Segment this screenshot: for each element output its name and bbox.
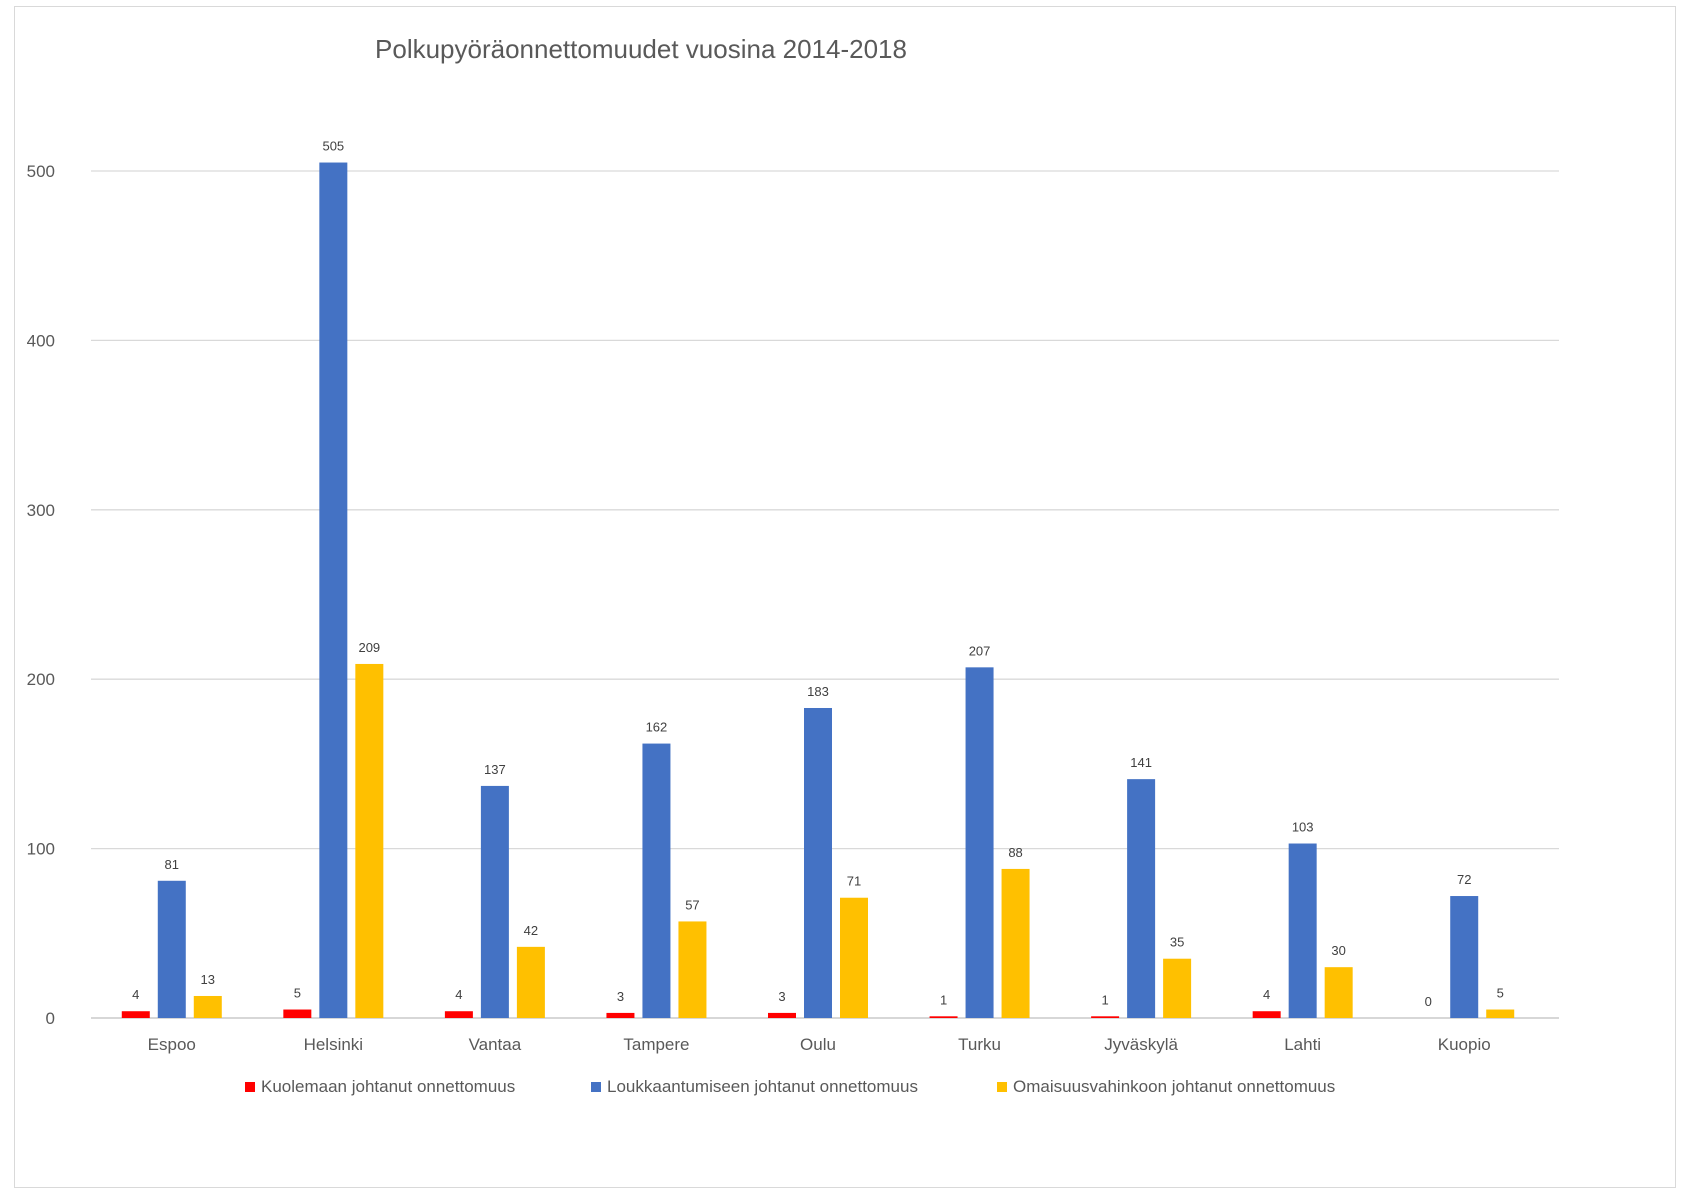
data-label-espoo-series-1: 4: [132, 987, 139, 1002]
y-tick-label-300: 300: [27, 501, 55, 520]
bar-oulu-series-1: [768, 1012, 796, 1018]
legend-swatch-series-1: [245, 1082, 255, 1092]
data-label-oulu-series-1: 3: [778, 989, 785, 1004]
legend-swatch-series-2: [591, 1082, 601, 1092]
data-label-turku-series-1: 1: [940, 992, 947, 1007]
y-tick-label-100: 100: [27, 840, 55, 859]
data-label-tampere-series-2: 162: [646, 720, 668, 735]
bar-kuopio-series-2: [1450, 896, 1479, 1018]
data-label-helsinki-series-2: 505: [322, 139, 344, 154]
bar-tampere-series-1: [606, 1012, 635, 1018]
data-labels: 4 81 13 5 505 209 4 137 42 3 162 57 3 183 71 1 207 88 1 141…: [132, 139, 1504, 1009]
legend: Kuolemaan johtanut onnettomuus Loukkaantu…: [245, 1077, 1335, 1096]
data-label-jyvaskyla-series-3: 35: [1170, 935, 1184, 950]
x-axis-category-labels: Espoo Helsinki Vantaa Tampere Oulu Turku Jyväs…: [148, 1035, 1491, 1054]
data-label-tampere-series-1: 3: [617, 989, 624, 1004]
data-label-oulu-series-2: 183: [807, 684, 829, 699]
data-label-jyvaskyla-series-2: 141: [1130, 755, 1152, 770]
y-tick-label-0: 0: [46, 1009, 55, 1028]
chart-frame: Polkupyöräonnettomuudet vuosina 2014-201…: [14, 6, 1676, 1188]
bar-lahti-series-2: [1288, 843, 1317, 1018]
chart-title: Polkupyöräonnettomuudet vuosina 2014-201…: [375, 34, 907, 64]
y-axis-tick-labels: 0 100 200 300 400 500: [27, 162, 55, 1028]
bar-jyvaskyla-series-2: [1127, 779, 1156, 1018]
bar-lahti-series-1: [1252, 1011, 1281, 1018]
legend-label-series-1: Kuolemaan johtanut onnettomuus: [261, 1077, 515, 1096]
data-label-turku-series-3: 88: [1008, 845, 1022, 860]
data-label-espoo-series-3: 13: [201, 972, 215, 987]
category-label-lahti: Lahti: [1284, 1035, 1321, 1054]
data-label-vantaa-series-1: 4: [455, 987, 462, 1002]
bar-jyvaskyla-series-1: [1091, 1016, 1120, 1018]
y-tick-label-400: 400: [27, 331, 55, 350]
legend-label-series-2: Loukkaantumiseen johtanut onnettomuus: [607, 1077, 918, 1096]
bar-jyvaskyla-series-3: [1163, 958, 1192, 1018]
bar-lahti-series-3: [1324, 967, 1353, 1018]
data-label-kuopio-series-1: 0: [1425, 994, 1432, 1009]
y-tick-label-200: 200: [27, 670, 55, 689]
bar-oulu-series-2: [804, 707, 832, 1018]
bar-vantaa-series-2: [480, 785, 509, 1018]
category-label-kuopio: Kuopio: [1438, 1035, 1491, 1054]
bar-helsinki-series-2: [319, 162, 348, 1018]
category-label-tampere: Tampere: [623, 1035, 689, 1054]
data-label-helsinki-series-1: 5: [294, 986, 301, 1001]
category-label-oulu: Oulu: [800, 1035, 836, 1054]
category-label-turku: Turku: [958, 1035, 1001, 1054]
data-label-oulu-series-3: 71: [847, 874, 861, 889]
data-label-kuopio-series-2: 72: [1457, 872, 1471, 887]
bar-espoo-series-1: [121, 1011, 150, 1018]
bar-kuopio-series-3: [1486, 1009, 1515, 1018]
data-label-espoo-series-2: 81: [165, 857, 179, 872]
bar-turku-series-1: [929, 1016, 958, 1018]
data-label-tampere-series-3: 57: [685, 897, 699, 912]
bars: [121, 162, 1515, 1018]
bar-espoo-series-3: [193, 995, 222, 1018]
bar-turku-series-3: [1001, 868, 1030, 1018]
bar-vantaa-series-1: [444, 1011, 473, 1018]
bar-vantaa-series-3: [516, 946, 545, 1018]
data-label-vantaa-series-3: 42: [524, 923, 538, 938]
data-label-lahti-series-3: 30: [1331, 943, 1345, 958]
bar-espoo-series-2: [157, 880, 186, 1018]
bar-tampere-series-3: [678, 921, 707, 1018]
legend-swatch-series-3: [997, 1082, 1007, 1092]
data-label-turku-series-2: 207: [969, 643, 991, 658]
bar-chart: Polkupyöräonnettomuudet vuosina 2014-201…: [27, 34, 1559, 1096]
data-label-lahti-series-2: 103: [1292, 820, 1314, 835]
data-label-helsinki-series-3: 209: [358, 640, 380, 655]
category-label-espoo: Espoo: [148, 1035, 196, 1054]
category-label-vantaa: Vantaa: [469, 1035, 522, 1054]
data-label-jyvaskyla-series-1: 1: [1101, 992, 1108, 1007]
bar-helsinki-series-1: [283, 1009, 312, 1018]
y-tick-label-500: 500: [27, 162, 55, 181]
category-label-jyvaskyla: Jyväskylä: [1104, 1035, 1178, 1054]
bar-helsinki-series-3: [355, 663, 384, 1018]
bar-tampere-series-2: [642, 743, 671, 1018]
data-label-lahti-series-1: 4: [1263, 987, 1270, 1002]
bar-oulu-series-3: [840, 897, 868, 1018]
category-label-helsinki: Helsinki: [304, 1035, 364, 1054]
data-label-kuopio-series-3: 5: [1497, 986, 1504, 1001]
legend-label-series-3: Omaisuusvahinkoon johtanut onnettomuus: [1013, 1077, 1335, 1096]
data-label-vantaa-series-2: 137: [484, 762, 506, 777]
bar-turku-series-2: [965, 667, 994, 1018]
